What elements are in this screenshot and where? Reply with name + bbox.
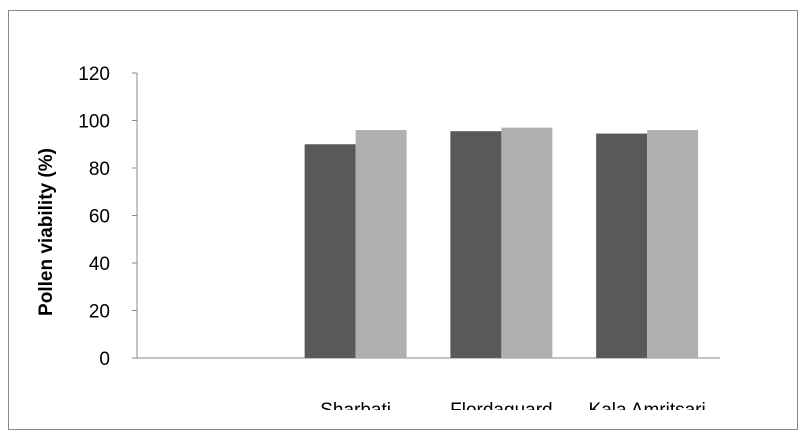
bar xyxy=(304,144,356,358)
y-tick-label: 60 xyxy=(89,207,110,228)
bar xyxy=(450,131,502,358)
y-tick-label: 20 xyxy=(89,302,110,323)
category-labels: Sharbati Flordaguard Kala Amritsari xyxy=(320,400,705,410)
y-tick-label: 0 xyxy=(99,349,110,370)
bar xyxy=(355,130,407,358)
bar-chart: 0 20 40 60 80 100 120 Sharbati Flordaguard Kala … xyxy=(36,64,720,410)
y-tick-label: 40 xyxy=(89,254,110,275)
x-category-label: Flordaguard xyxy=(450,400,552,410)
y-axis: 0 20 40 60 80 100 120 xyxy=(78,64,138,370)
y-tick-label: 80 xyxy=(89,159,110,180)
x-category-label: Kala Amritsari xyxy=(589,400,706,410)
y-tick-label: 120 xyxy=(78,64,110,85)
bar xyxy=(501,127,553,358)
bar xyxy=(647,130,699,358)
y-axis-label: Pollen viability (%) xyxy=(36,148,57,316)
x-category-label: Sharbati xyxy=(320,400,391,410)
bars xyxy=(304,127,699,358)
y-tick-label: 100 xyxy=(78,112,110,133)
bar xyxy=(596,133,648,358)
